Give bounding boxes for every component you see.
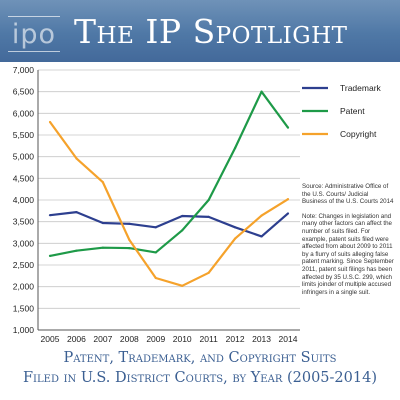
data-point-trademark <box>286 212 290 215</box>
x-tick-label: 2011 <box>200 334 219 344</box>
data-point-patent <box>128 247 131 250</box>
legend-label-copyright: Copyright <box>340 129 377 139</box>
side-notes: Source: Administrative Office of the U.S… <box>302 183 394 303</box>
x-tick-label: 2007 <box>93 334 112 344</box>
x-tick-label: 2005 <box>41 334 60 344</box>
x-tick-label: 2006 <box>67 334 86 344</box>
data-point-trademark <box>101 221 104 225</box>
chart-caption: Patent, Trademark, and Copyright Suits F… <box>0 348 400 388</box>
data-point-patent <box>234 146 237 150</box>
data-point-trademark <box>234 226 237 229</box>
legend: Trademark Patent Copyright <box>302 83 382 139</box>
x-tick-label: 2010 <box>173 334 192 344</box>
data-point-copyright <box>48 120 52 124</box>
logo-text: ipo <box>11 18 57 50</box>
legend-label-patent: Patent <box>340 106 365 116</box>
line-chart: 1,000 1,500 2,000 2,500 3,000 3,500 4,000 4,500… <box>13 65 382 344</box>
data-point-patent <box>181 229 184 232</box>
source-note: Source: Administrative Office of the U.S… <box>302 183 394 206</box>
data-point-copyright <box>75 157 78 160</box>
axes <box>37 70 300 331</box>
x-tick-label: 2009 <box>146 334 165 344</box>
y-tick-label: 3,000 <box>13 238 35 248</box>
data-series <box>48 90 290 287</box>
y-tick-label: 4,000 <box>13 195 35 205</box>
series-line-patent <box>49 90 289 257</box>
data-point-patent <box>260 90 263 93</box>
data-point-trademark <box>128 222 131 225</box>
caption-line-2: Filed in U.S. District Courts, by Year (… <box>23 370 377 386</box>
y-tick-label: 7,000 <box>13 65 35 75</box>
data-point-patent <box>154 251 157 254</box>
series-line-trademark <box>49 211 289 238</box>
caption-line-1: Patent, Trademark, and Copyright Suits <box>63 350 337 366</box>
legend-label-trademark: Trademark <box>340 83 382 93</box>
data-point-trademark <box>154 226 157 229</box>
tick-labels: 1,000 1,500 2,000 2,500 3,000 3,500 4,000 4,500… <box>13 65 298 344</box>
data-point-patent <box>207 198 210 202</box>
page-title: The IP Spotlight <box>74 12 348 51</box>
data-point-trademark <box>260 235 263 238</box>
series-line-copyright <box>49 121 289 287</box>
y-tick-label: 1,000 <box>13 325 35 335</box>
data-point-trademark <box>75 211 78 214</box>
y-tick-label: 3,500 <box>13 217 35 227</box>
ipo-logo: ipo <box>8 16 60 52</box>
y-tick-label: 6,000 <box>13 108 35 118</box>
y-tick-label: 6,500 <box>13 87 35 97</box>
data-point-copyright <box>207 271 210 274</box>
data-point-patent <box>75 249 78 252</box>
y-tick-label: 5,500 <box>13 130 35 140</box>
y-tick-label: 2,000 <box>13 282 35 292</box>
grid-lines <box>38 69 300 309</box>
data-point-trademark <box>48 214 52 217</box>
data-point-patent <box>286 126 290 129</box>
data-point-copyright <box>286 198 290 201</box>
x-tick-label: 2014 <box>279 334 298 344</box>
data-point-copyright <box>154 276 157 280</box>
x-tick-label: 2008 <box>120 334 139 344</box>
data-point-copyright <box>128 238 131 241</box>
y-tick-label: 1,500 <box>13 303 35 313</box>
data-point-patent <box>48 254 52 257</box>
data-point-trademark <box>207 215 210 218</box>
explanatory-note: Note: Changes in legislation and many ot… <box>302 212 394 296</box>
y-tick-label: 5,000 <box>13 152 35 162</box>
data-point-copyright <box>260 214 263 217</box>
y-tick-label: 4,500 <box>13 173 35 183</box>
data-point-patent <box>101 246 104 249</box>
data-point-copyright <box>181 284 184 287</box>
data-point-copyright <box>101 181 104 184</box>
data-point-copyright <box>234 237 237 240</box>
y-tick-label: 2,500 <box>13 260 35 270</box>
x-tick-label: 2013 <box>252 334 271 344</box>
data-point-trademark <box>181 214 184 218</box>
x-tick-label: 2012 <box>226 334 245 344</box>
header-banner: ipo The IP Spotlight <box>0 0 400 62</box>
